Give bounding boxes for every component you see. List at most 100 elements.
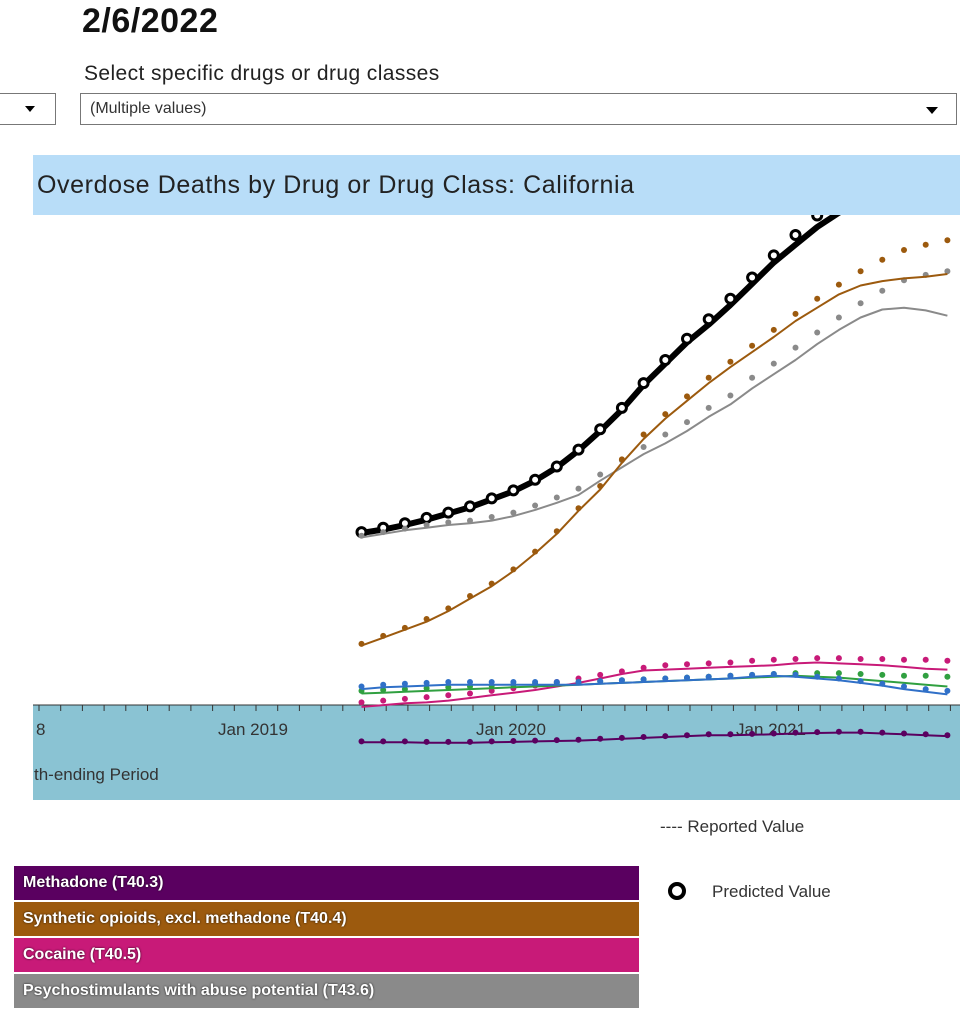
predicted-point xyxy=(575,736,582,743)
predicted-point xyxy=(467,593,473,599)
predicted-point xyxy=(770,360,777,367)
legend-reported-value: ---- Reported Value xyxy=(660,817,805,836)
legend-item[interactable]: Cocaine (T40.5) xyxy=(14,938,639,972)
predicted-point xyxy=(922,672,929,679)
predicted-point xyxy=(811,215,824,222)
predicted-point xyxy=(572,443,585,456)
predicted-point xyxy=(792,656,799,662)
predicted-point xyxy=(857,656,864,662)
predicted-point xyxy=(532,548,539,555)
predicted-point xyxy=(702,313,715,326)
predicted-point xyxy=(401,525,408,532)
predicted-point xyxy=(662,431,669,438)
x-tick-label: Jan 2021 xyxy=(736,720,806,739)
predicted-point xyxy=(485,492,498,505)
predicted-point xyxy=(944,673,951,680)
drug-class-dropdown-value: (Multiple values) xyxy=(90,100,207,117)
predicted-point xyxy=(488,580,495,587)
predicted-marker-icon xyxy=(668,882,686,900)
predicted-point xyxy=(358,532,365,539)
predicted-point xyxy=(615,401,628,414)
predicted-point xyxy=(662,733,669,740)
predicted-point xyxy=(510,679,517,685)
predicted-point xyxy=(922,731,929,738)
predicted-point xyxy=(684,732,690,739)
predicted-point xyxy=(467,517,473,524)
predicted-point xyxy=(705,660,712,667)
predicted-point xyxy=(420,511,433,524)
predicted-point xyxy=(727,731,734,738)
predicted-point xyxy=(901,683,907,690)
series-line-reported xyxy=(361,731,948,744)
predicted-point xyxy=(358,640,365,647)
predicted-point xyxy=(380,681,387,688)
previous-filter-dropdown[interactable] xyxy=(0,93,56,125)
chart-title: Overdose Deaths by Drug or Drug Class: C… xyxy=(37,171,635,199)
predicted-point xyxy=(727,392,734,399)
predicted-point xyxy=(705,731,712,738)
series-line-reported xyxy=(361,661,948,708)
predicted-point xyxy=(727,358,734,365)
drug-class-dropdown[interactable]: (Multiple values) xyxy=(80,93,957,125)
predicted-point xyxy=(488,738,495,745)
predicted-point xyxy=(401,686,408,693)
legend-item[interactable]: Synthetic opioids, excl. methadone (T40.… xyxy=(14,902,639,936)
predicted-point xyxy=(879,671,886,678)
x-axis-ticks xyxy=(38,705,951,711)
predicted-point xyxy=(553,494,560,501)
predicted-point xyxy=(401,624,408,631)
predicted-point xyxy=(575,485,582,492)
predicted-point xyxy=(944,237,951,244)
predicted-point xyxy=(944,268,951,275)
legend-item[interactable]: Psychostimulants with abuse potential (T… xyxy=(14,974,639,1008)
predicted-point xyxy=(662,675,669,682)
predicted-point xyxy=(901,672,907,679)
predicted-point xyxy=(442,506,455,519)
predicted-point xyxy=(901,730,907,737)
predicted-point xyxy=(835,314,842,321)
predicted-point xyxy=(727,659,734,666)
series-group xyxy=(355,215,951,745)
predicted-point xyxy=(380,697,387,704)
predicted-point xyxy=(944,732,951,739)
overdose-line-chart: 8 Jan 2019 Jan 2020 Jan 2021 th-ending Peri… xyxy=(33,215,960,800)
predicted-point xyxy=(879,729,886,736)
predicted-point xyxy=(727,672,734,679)
predicted-point xyxy=(445,605,452,612)
predicted-point xyxy=(597,678,604,685)
predicted-point xyxy=(879,656,886,662)
predicted-point xyxy=(594,423,607,436)
predicted-point xyxy=(488,687,495,694)
predicted-point xyxy=(553,737,560,744)
predicted-point xyxy=(814,729,821,736)
legend-item[interactable]: Methadone (T40.3) xyxy=(14,866,639,900)
predicted-point xyxy=(510,509,517,516)
predicted-point xyxy=(467,738,473,745)
predicted-point xyxy=(380,738,387,745)
predicted-point xyxy=(358,683,365,690)
predicted-point xyxy=(724,292,737,305)
predicted-point xyxy=(597,735,604,742)
predicted-point xyxy=(423,685,430,692)
predicted-point xyxy=(857,300,864,307)
predicted-point xyxy=(749,730,756,737)
x-tick-label: 8 xyxy=(36,720,45,739)
predicted-point xyxy=(749,657,756,664)
predicted-point xyxy=(423,522,430,528)
predicted-point xyxy=(640,734,647,740)
predicted-point xyxy=(423,694,430,701)
predicted-point xyxy=(684,674,690,681)
predicted-point xyxy=(640,664,647,671)
predicted-point xyxy=(835,655,842,662)
predicted-point xyxy=(770,326,777,333)
predicted-point xyxy=(401,738,408,745)
predicted-point xyxy=(423,616,430,622)
x-tick-label: Jan 2020 xyxy=(476,720,546,739)
predicted-point xyxy=(445,679,452,685)
predicted-point xyxy=(488,514,495,520)
predicted-point xyxy=(532,502,539,509)
predicted-point xyxy=(684,393,690,400)
predicted-point xyxy=(358,699,365,706)
predicted-point xyxy=(857,728,864,735)
legend-predicted-value: Predicted Value xyxy=(712,882,831,901)
